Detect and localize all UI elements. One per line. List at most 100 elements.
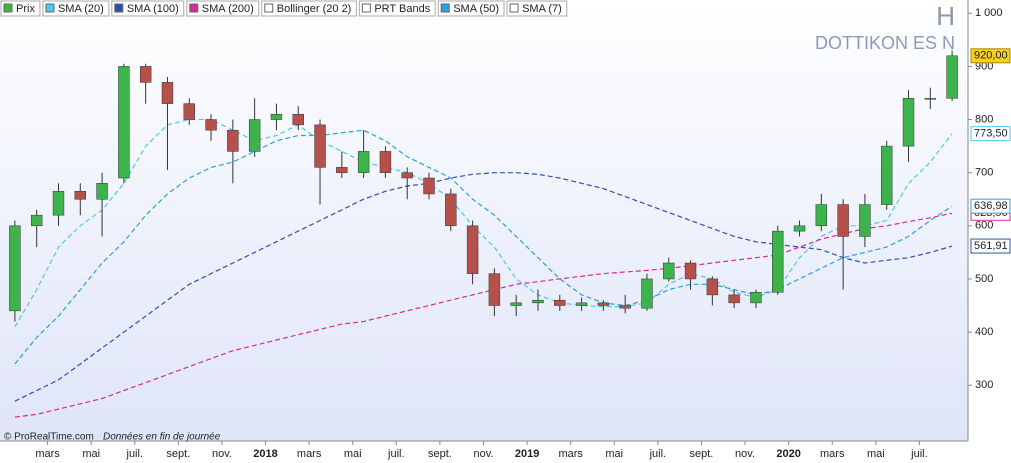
x-tick-label: sept. — [690, 448, 714, 460]
ma-line — [14, 118, 953, 328]
candle-body — [227, 129, 239, 152]
x-tick-label: mars — [558, 448, 583, 460]
candle-body — [663, 262, 675, 280]
legend-frame — [358, 0, 436, 17]
y-tick-label: 400 — [975, 326, 993, 338]
y-tick-label: 800 — [975, 113, 993, 125]
candle-body — [772, 230, 784, 293]
legend: Prix SMA (20) SMA (100) SMA (200) Bollinger … — [0, 0, 568, 17]
candle-body — [379, 151, 392, 173]
plot-background — [0, 0, 968, 441]
legend-label: SMA (100) — [127, 3, 179, 15]
candle-body — [118, 66, 130, 179]
candle-body — [488, 273, 501, 306]
candle-body — [902, 98, 915, 147]
candle-body — [292, 113, 304, 126]
legend-frame — [42, 0, 110, 17]
x-tick-label: mars — [820, 448, 845, 460]
chart-subtitle: DOTTIKON ES N — [815, 33, 955, 53]
candle-body — [9, 225, 21, 312]
x-tick-label: nov. — [735, 448, 755, 460]
marks: 300 400 500 600 700 800 900 1 000 mars mai juil. se… — [9, 7, 1011, 460]
y-tick-label: 700 — [975, 167, 993, 179]
x-tick-label: 2020 — [776, 448, 800, 460]
candle-body — [52, 191, 65, 216]
legend-frame — [186, 0, 260, 17]
x-tick-label: juil. — [126, 448, 144, 460]
legend-swatch — [361, 3, 371, 13]
footer-note: Données en fin de journée — [103, 432, 221, 443]
candle-body — [575, 302, 588, 306]
candle-body — [336, 167, 348, 173]
axis-background — [968, 0, 1011, 463]
candle-body — [466, 225, 479, 274]
candle-body — [924, 98, 937, 100]
legend-label: SMA (50) — [453, 3, 499, 15]
legend-frame — [437, 0, 505, 17]
value-label-box — [970, 198, 1011, 214]
candle-body — [837, 204, 849, 237]
legend-swatch — [264, 3, 274, 13]
candle-body — [859, 204, 871, 237]
y-tick-label: 300 — [975, 379, 993, 391]
legend-label: SMA (200) — [202, 3, 254, 15]
value-label-box — [970, 48, 1011, 64]
value-label: 773,50 — [974, 128, 1008, 140]
candle-body — [554, 299, 566, 306]
x-tick-label: mars — [297, 448, 322, 460]
y-tick-label: 900 — [975, 60, 993, 72]
candle-body — [314, 124, 326, 168]
candle-body — [96, 183, 108, 200]
value-label-box — [970, 126, 1011, 142]
candle-body — [139, 66, 152, 83]
legend-label: SMA (20) — [58, 3, 104, 15]
candle-body — [684, 262, 697, 280]
x-tick-label: mai — [867, 448, 885, 460]
candle-body — [815, 204, 828, 227]
candle-body — [161, 82, 174, 104]
candle-body — [270, 113, 283, 120]
candle-body — [183, 103, 195, 120]
candle-body — [532, 299, 544, 304]
legend-swatch — [114, 3, 124, 13]
x-tick-label: nov. — [474, 448, 494, 460]
x-tick-label: juil. — [387, 448, 405, 460]
legend-swatch — [189, 3, 199, 13]
legend-label: PRT Bands — [374, 3, 430, 15]
candle-body — [30, 214, 43, 227]
x-tick-label: mai — [344, 448, 362, 460]
legend-frame — [506, 0, 568, 17]
legend-frame — [261, 0, 357, 17]
axis-background — [0, 441, 968, 463]
ma-line — [14, 172, 953, 402]
x-tick-label: sept. — [428, 448, 452, 460]
candle-body — [205, 119, 217, 131]
x-tick-label: 2018 — [253, 448, 277, 460]
y-tick-label: 600 — [975, 220, 993, 232]
candle-body — [946, 55, 958, 99]
legend-swatch — [440, 3, 450, 13]
candle-body — [248, 119, 261, 152]
legend-swatch — [3, 3, 13, 13]
ma-line — [14, 129, 953, 365]
chart-title: H — [936, 1, 955, 31]
candle-body — [401, 172, 413, 179]
candle-body — [881, 145, 893, 205]
x-tick-label: nov. — [212, 448, 232, 460]
candle-body — [619, 305, 631, 309]
candle-body — [74, 191, 86, 200]
legend-frame — [111, 0, 185, 17]
footer: © ProRealTime.com — [4, 432, 94, 443]
candle-body — [793, 225, 806, 232]
candle-body — [706, 278, 719, 296]
y-tick-label: 1 000 — [975, 7, 1003, 19]
candle-body — [750, 291, 762, 304]
candle-body — [510, 302, 522, 306]
x-tick-label: juil. — [649, 448, 667, 460]
x-tick-label: 2019 — [515, 448, 539, 460]
legend-label: Prix — [16, 3, 35, 15]
x-tick-label: mai — [605, 448, 623, 460]
y-tick-label: 500 — [975, 273, 993, 285]
